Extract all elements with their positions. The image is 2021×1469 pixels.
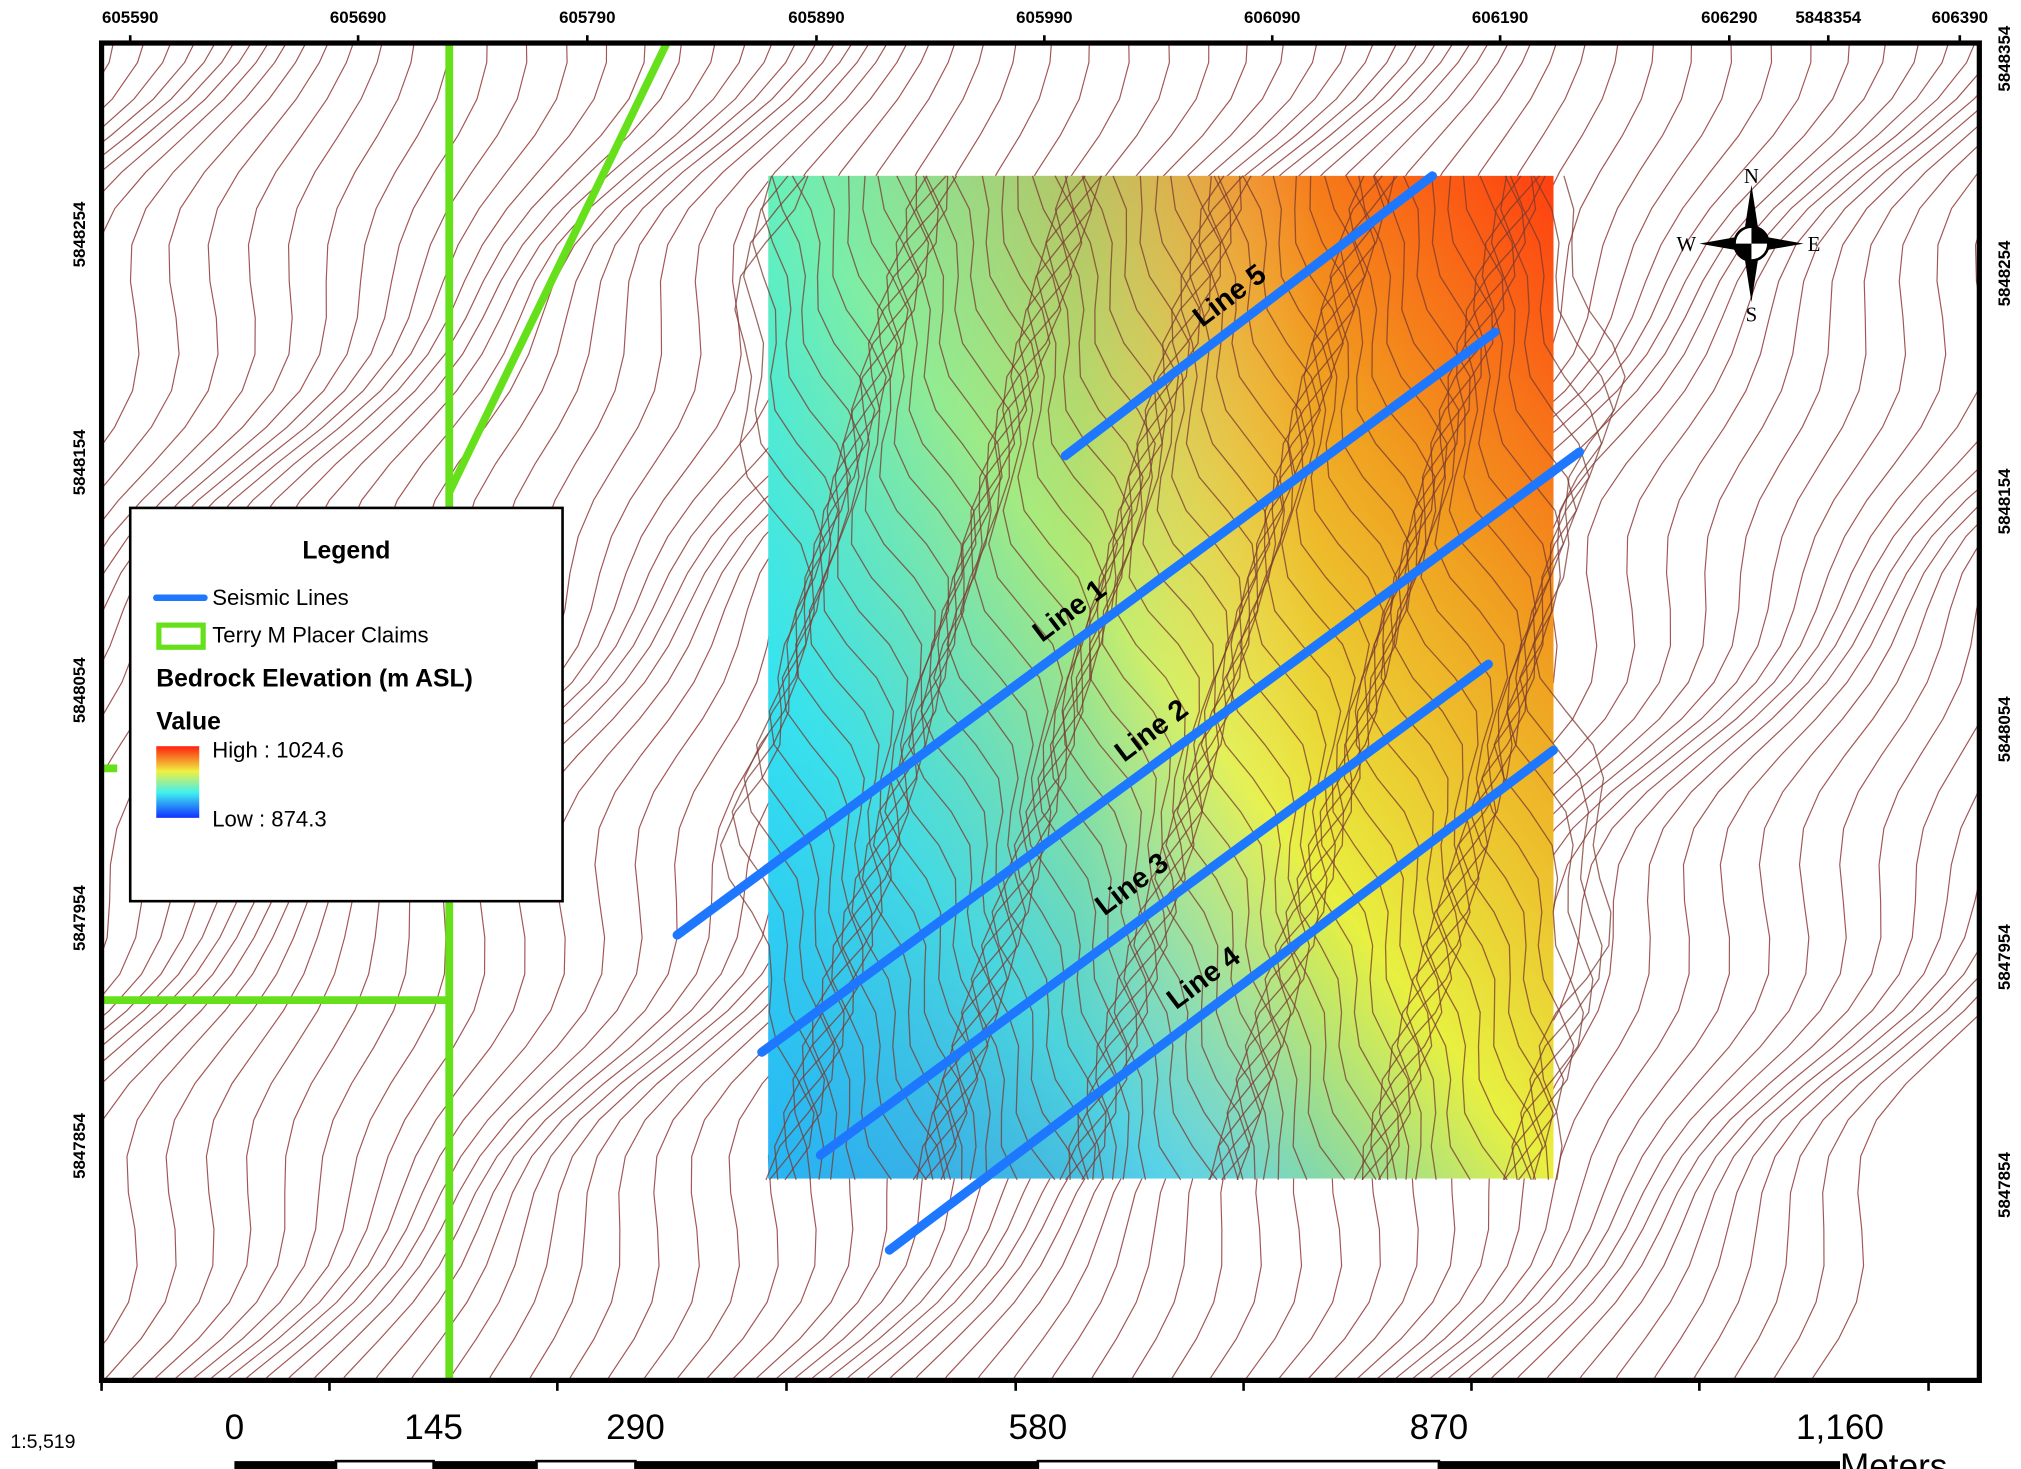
scale-unit: Meters: [1840, 1447, 1947, 1469]
right-tick-label: 5847954: [1995, 924, 2014, 990]
legend-value: Value: [156, 708, 221, 735]
right-tick-label: 5847854: [1995, 1152, 2014, 1218]
compass-label: S: [1746, 302, 1758, 326]
legend: Legend Seismic Lines Terry M Placer Clai…: [130, 508, 562, 901]
compass-label: W: [1677, 232, 1697, 256]
top-tick-label: 606090: [1244, 8, 1300, 27]
legend-box: [130, 508, 562, 901]
elevation-raster-overlay: [768, 176, 1553, 1179]
scale-ratio: 1:5,519: [10, 1431, 75, 1453]
top-tick-label: 606190: [1472, 8, 1528, 27]
right-tick-label: 5848254: [1995, 240, 2014, 306]
legend-item: Terry M Placer Claims: [212, 623, 428, 648]
top-tick-label: 5848354: [1795, 8, 1861, 27]
left-tick-label: 5848154: [70, 429, 89, 495]
scale-label: 580: [1009, 1408, 1068, 1447]
left-tick-label: 5848254: [70, 201, 89, 267]
top-tick-label: 606290: [1701, 8, 1757, 27]
scale-label: 870: [1410, 1408, 1469, 1447]
top-tick-label: 606390: [1932, 8, 1988, 27]
scale-label: 145: [404, 1408, 463, 1447]
color-ramp: [156, 746, 199, 818]
left-tick-label: 5848054: [70, 657, 89, 723]
scale-label: 290: [606, 1408, 665, 1447]
top-tick-label: 605990: [1016, 8, 1072, 27]
top-tick-label: 605590: [102, 8, 158, 27]
legend-title: Legend: [302, 538, 390, 565]
map: Line 1 Line 2 Line 3 Line 4 Line 5 Legen…: [0, 0, 2021, 1469]
left-tick-label: 5847954: [70, 885, 89, 951]
top-tick-label: 605890: [788, 8, 844, 27]
scale-label: 1,160: [1796, 1408, 1884, 1447]
right-tick-label: 5848154: [1995, 468, 2014, 534]
top-tick-label: 605690: [330, 8, 386, 27]
compass-label: N: [1744, 164, 1759, 188]
legend-raster-title: Bedrock Elevation (m ASL): [156, 665, 473, 692]
legend-item: Seismic Lines: [212, 585, 348, 610]
legend-low: Low : 874.3: [212, 806, 326, 831]
compass-label: E: [1808, 232, 1821, 256]
right-tick-label: 5848354: [1995, 25, 2014, 91]
scale-label: 0: [225, 1408, 245, 1447]
right-tick-label: 5848054: [1995, 696, 2014, 762]
top-tick-label: 605790: [559, 8, 615, 27]
page: {"map":{ "top_ticks":["605590","605690",…: [0, 0, 2021, 1469]
legend-high: High : 1024.6: [212, 737, 344, 762]
left-tick-label: 5847854: [70, 1112, 89, 1178]
